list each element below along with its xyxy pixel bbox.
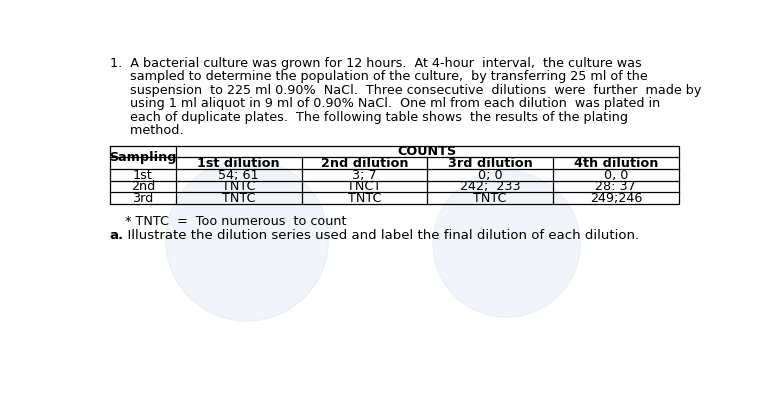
Text: 3rd dilution: 3rd dilution	[448, 157, 532, 170]
Text: a.: a.	[110, 229, 124, 242]
Text: TNCT: TNCT	[347, 180, 381, 193]
Text: TNTC: TNTC	[222, 180, 255, 193]
Text: COUNTS: COUNTS	[397, 145, 457, 158]
Text: 3; 7: 3; 7	[352, 168, 377, 182]
Text: * TNTC  =  Too numerous  to count: * TNTC = Too numerous to count	[125, 215, 347, 228]
Text: sampled to determine the population of the culture,  by transferring 25 ml of th: sampled to determine the population of t…	[110, 70, 647, 83]
Text: 1.  A bacterial culture was grown for 12 hours.  At 4-hour  interval,  the cultu: 1. A bacterial culture was grown for 12 …	[110, 57, 641, 70]
Text: method.: method.	[110, 124, 183, 137]
Text: 28: 37: 28: 37	[595, 180, 636, 193]
Text: 2nd: 2nd	[130, 180, 155, 193]
Text: 3rd: 3rd	[132, 192, 153, 205]
Text: 1st dilution: 1st dilution	[197, 157, 280, 170]
Text: suspension  to 225 ml 0.90%  NaCl.  Three consecutive  dilutions  were  further : suspension to 225 ml 0.90% NaCl. Three c…	[110, 84, 701, 97]
Text: Sampling: Sampling	[109, 151, 176, 164]
Text: 0, 0: 0, 0	[604, 168, 628, 182]
Text: each of duplicate plates.  The following table shows  the results of the plating: each of duplicate plates. The following …	[110, 111, 628, 124]
Text: 242;  233: 242; 233	[459, 180, 521, 193]
Text: 1st: 1st	[133, 168, 153, 182]
Text: TNTC: TNTC	[222, 192, 255, 205]
Circle shape	[433, 171, 581, 317]
Text: 249;246: 249;246	[590, 192, 642, 205]
Circle shape	[166, 159, 328, 321]
Text: Illustrate the dilution series used and label the final dilution of each dilutio: Illustrate the dilution series used and …	[119, 229, 639, 242]
Text: TNTC: TNTC	[347, 192, 381, 205]
Text: 2nd dilution: 2nd dilution	[321, 157, 408, 170]
Text: 0; 0: 0; 0	[478, 168, 502, 182]
Text: using 1 ml aliquot in 9 ml of 0.90% NaCl.  One ml from each dilution  was plated: using 1 ml aliquot in 9 ml of 0.90% NaCl…	[110, 98, 660, 111]
Text: TNTC: TNTC	[473, 192, 507, 205]
Text: 4th dilution: 4th dilution	[574, 157, 658, 170]
Text: 54; 61: 54; 61	[219, 168, 259, 182]
